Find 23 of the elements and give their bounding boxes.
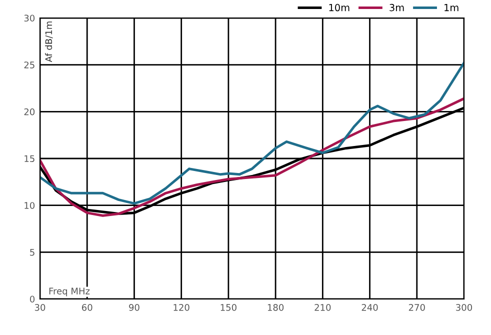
y-tick-label: 30 bbox=[24, 14, 35, 22]
x-tick-label: 180 bbox=[268, 304, 284, 311]
x-tick-label: 90 bbox=[129, 304, 140, 311]
x-tick-label: 210 bbox=[314, 304, 331, 311]
x-tick-label: 150 bbox=[220, 304, 236, 311]
x-tick-label: 300 bbox=[456, 304, 472, 311]
y-tick-label: 20 bbox=[24, 108, 35, 116]
y-axis-title: Af dB/1m bbox=[45, 22, 53, 62]
y-tick-label: 5 bbox=[30, 249, 34, 256]
y-tick-label: 15 bbox=[24, 155, 34, 162]
line-series bbox=[40, 62, 464, 205]
x-tick-label: 240 bbox=[362, 304, 378, 311]
x-tick-label: 270 bbox=[408, 304, 425, 311]
x-tick-label: 30 bbox=[34, 304, 46, 311]
x-axis-title: Freq MHz bbox=[49, 288, 90, 296]
x-tick-label: 60 bbox=[82, 304, 92, 311]
x-tick-label: 120 bbox=[174, 304, 190, 311]
y-tick-label: 10 bbox=[24, 202, 35, 209]
y-tick-label: 0 bbox=[30, 296, 35, 303]
legend-label: 1m bbox=[444, 4, 458, 12]
legend-label: 10m bbox=[329, 4, 350, 12]
legend-label: 3m bbox=[390, 4, 404, 12]
y-tick-label: 25 bbox=[24, 62, 34, 68]
